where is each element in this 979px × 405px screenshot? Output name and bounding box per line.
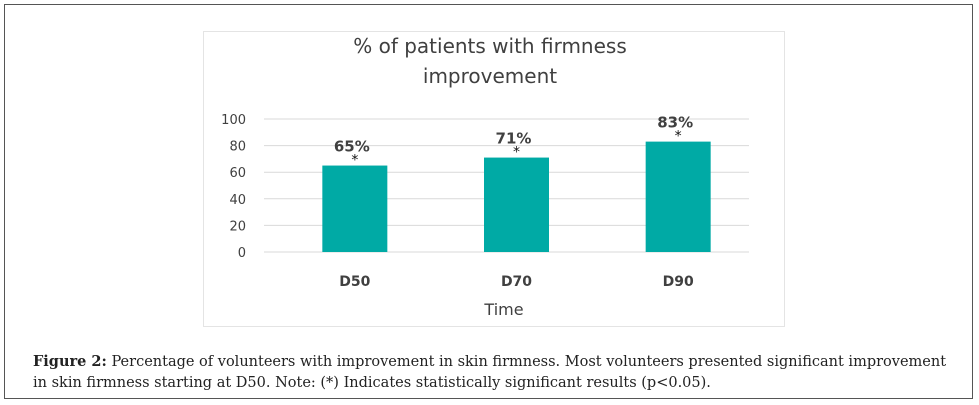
chart-title-line-1: % of patients with firmness	[353, 34, 627, 58]
bar-d70	[484, 157, 549, 252]
caption-text: Percentage of volunteers with improvemen…	[33, 354, 947, 391]
y-tick-label: 100	[221, 113, 246, 128]
y-axis-ticks: 100 80 60 40 20 0	[221, 113, 246, 261]
bar-d50	[322, 165, 388, 252]
chart-title-line-2: improvement	[423, 64, 557, 88]
significance-star: *	[513, 145, 520, 161]
chart-svg: % of patients with firmness improvement …	[221, 34, 749, 319]
x-axis-categories: D50 D70 D90	[339, 274, 694, 290]
bar-chart: % of patients with firmness improvement …	[203, 31, 785, 327]
data-label: 65%	[334, 138, 370, 156]
figure-caption: Figure 2: Percentage of volunteers with …	[33, 351, 963, 394]
x-category-label: D70	[501, 274, 532, 290]
data-label: 83%	[657, 114, 693, 132]
y-tick-label: 0	[238, 246, 246, 261]
data-label: 71%	[496, 130, 532, 148]
bars	[322, 141, 711, 252]
x-category-label: D50	[339, 274, 370, 290]
data-labels: *65% *71% *83%	[334, 114, 693, 169]
y-tick-label: 40	[229, 193, 246, 208]
significance-star: *	[351, 153, 358, 169]
caption-label: Figure 2:	[33, 353, 107, 370]
y-tick-label: 80	[229, 140, 246, 155]
x-axis-label: Time	[483, 300, 523, 319]
y-tick-label: 60	[229, 166, 246, 181]
figure-frame: % of patients with firmness improvement …	[4, 4, 973, 399]
bar-d90	[645, 141, 711, 252]
x-category-label: D90	[663, 274, 694, 290]
significance-star: *	[675, 129, 682, 145]
y-tick-label: 20	[229, 219, 246, 234]
